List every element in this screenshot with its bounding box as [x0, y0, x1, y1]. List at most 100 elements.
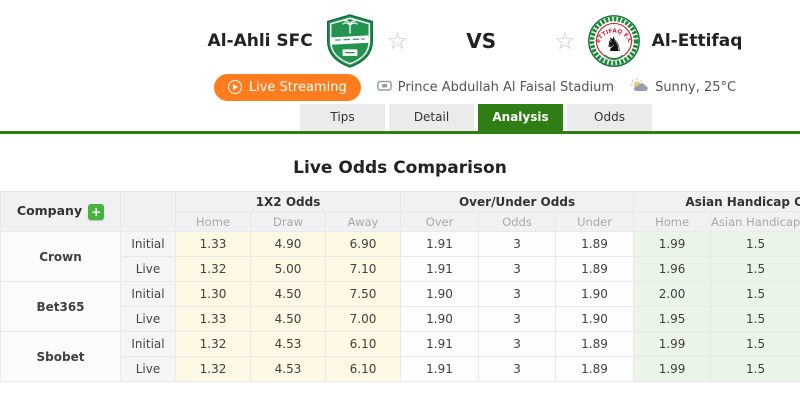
odds-cell: 1.90	[400, 281, 480, 307]
odds-cell: 4.53	[250, 331, 326, 357]
odds-cell: 1.89	[555, 356, 635, 382]
odds-cell: 1.5	[710, 306, 800, 332]
odds-cell: 1.95	[633, 306, 712, 332]
odds-cell: 1.89	[555, 256, 635, 282]
odds-cell: 1.99	[633, 331, 712, 357]
play-icon	[227, 80, 242, 94]
weather-icon	[630, 78, 649, 96]
odds-cell: 3	[478, 331, 557, 357]
tab-detail[interactable]: Detail	[389, 104, 474, 131]
odds-cell: 6.10	[324, 331, 402, 357]
odds-table-container: Company + 1X2 Odds Over/Under Odds Asian …	[0, 191, 800, 382]
weather-label: Sunny, 25°C	[655, 79, 737, 95]
venue: Prince Abdullah Al Faisal Stadium	[376, 79, 615, 96]
odds-cell: 6.90	[324, 231, 402, 257]
row-type: Initial	[120, 331, 176, 357]
odds-cell: 1.5	[710, 356, 800, 382]
odds-cell: 1.5	[710, 331, 800, 357]
vs-label: VS	[466, 29, 497, 53]
stadium-icon	[376, 79, 392, 96]
odds-cell: 1.90	[555, 306, 635, 332]
odds-cell: 1.91	[400, 231, 480, 257]
col-away: Away	[324, 211, 402, 232]
home-favorite-star-icon[interactable]: ☆	[386, 27, 409, 55]
company-name: Crown	[0, 231, 121, 282]
odds-cell: 1.99	[633, 356, 712, 382]
odds-cell: 5.00	[250, 256, 326, 282]
odds-cell: 1.5	[710, 281, 800, 307]
home-team: Al-Ahli SFC	[207, 13, 409, 69]
odds-cell: 7.10	[324, 256, 402, 282]
col-under: Under	[555, 211, 635, 232]
odds-cell: 1.90	[555, 281, 635, 307]
col-odds: Odds	[478, 211, 557, 232]
col-draw: Draw	[250, 211, 326, 232]
home-team-logo-icon	[324, 13, 376, 69]
company-name: Sbobet	[0, 331, 121, 382]
odds-cell: 1.96	[633, 256, 712, 282]
table-row: Live 1.32 5.00 7.10 1.91 3 1.89 1.96 1.5	[1, 256, 800, 282]
table-row: Live 1.32 4.53 6.10 1.91 3 1.89 1.99 1.5	[1, 356, 800, 382]
odds-cell: 1.89	[555, 331, 635, 357]
company-name: Bet365	[0, 281, 121, 332]
table-row: Crown Initial 1.33 4.90 6.90 1.91 3 1.89…	[0, 231, 800, 282]
odds-cell: 1.5	[710, 231, 800, 257]
col-ah-home: Home	[633, 211, 712, 232]
odds-cell: 2.00	[633, 281, 712, 307]
odds-cell: 3	[478, 306, 557, 332]
row-type: Initial	[120, 281, 176, 307]
row-type: Initial	[120, 231, 176, 257]
venue-label: Prince Abdullah Al Faisal Stadium	[397, 79, 615, 95]
group-header-row: Company + 1X2 Odds Over/Under Odds Asian …	[0, 191, 800, 232]
tab-analysis[interactable]: Analysis	[478, 104, 563, 131]
odds-cell: 1.91	[400, 331, 480, 357]
odds-cell: 1.89	[555, 231, 635, 257]
odds-cell: 7.50	[324, 281, 402, 307]
odds-cell: 4.90	[250, 231, 326, 257]
add-company-button[interactable]: +	[88, 203, 105, 220]
live-streaming-button[interactable]: Live Streaming	[213, 73, 361, 101]
col-over: Over	[400, 211, 480, 232]
odds-cell: 3	[478, 281, 557, 307]
away-favorite-star-icon[interactable]: ☆	[554, 27, 576, 55]
company-header-label: Company	[16, 203, 83, 219]
odds-cell: 1.33	[175, 306, 251, 332]
tabbar: Tips Detail Analysis Odds	[300, 104, 800, 131]
accent-divider	[0, 131, 800, 134]
match-header: Al-Ahli SFC	[0, 0, 800, 104]
odds-cell: 1.32	[175, 331, 251, 357]
odds-cell: 6.10	[324, 356, 402, 382]
group-asian-handicap: Asian Handicap Odds	[633, 191, 800, 212]
weather: Sunny, 25°C	[630, 78, 736, 96]
odds-cell: 1.90	[400, 306, 480, 332]
match-info-row: Live Streaming Prince Abdullah Al Faisal…	[0, 70, 800, 104]
row-type: Live	[120, 306, 176, 332]
odds-cell: 1.32	[175, 356, 251, 382]
type-header	[120, 191, 176, 232]
page-title: Live Odds Comparison	[293, 158, 507, 178]
odds-cell: 4.53	[250, 356, 326, 382]
odds-cell: 4.50	[250, 306, 326, 332]
home-team-name: Al-Ahli SFC	[207, 31, 313, 51]
tab-odds[interactable]: Odds	[567, 104, 652, 131]
tab-tips[interactable]: Tips	[300, 104, 385, 131]
away-team-logo-icon: ETTIFAQ F.C ♞	[587, 14, 641, 68]
table-row: Sbobet Initial 1.32 4.53 6.10 1.91 3 1.8…	[0, 331, 800, 382]
odds-cell: 3	[478, 356, 557, 382]
row-type: Live	[120, 256, 176, 282]
away-team-name: Al-Ettifaq	[651, 31, 743, 51]
live-streaming-label: Live Streaming	[248, 79, 347, 95]
table-row: Live 1.33 4.50 7.00 1.90 3 1.90 1.95 1.5	[1, 306, 800, 332]
teams-row: Al-Ahli SFC	[0, 12, 800, 70]
odds-cell: 4.50	[250, 281, 326, 307]
away-team: ☆ ETTIFAQ F.C ♞ Al-Ettifaq	[554, 14, 742, 68]
col-ah-handicap: Asian Handicap	[710, 211, 800, 232]
horse-glyph: ♞	[605, 33, 623, 56]
company-header: Company +	[0, 191, 121, 232]
odds-cell: 1.91	[400, 356, 480, 382]
odds-cell: 1.99	[633, 231, 712, 257]
table-row: Bet365 Initial 1.30 4.50 7.50 1.90 3 1.9…	[0, 281, 800, 332]
odds-cell: 3	[478, 231, 557, 257]
odds-cell: 1.33	[175, 231, 251, 257]
odds-cell: 1.5	[710, 256, 800, 282]
